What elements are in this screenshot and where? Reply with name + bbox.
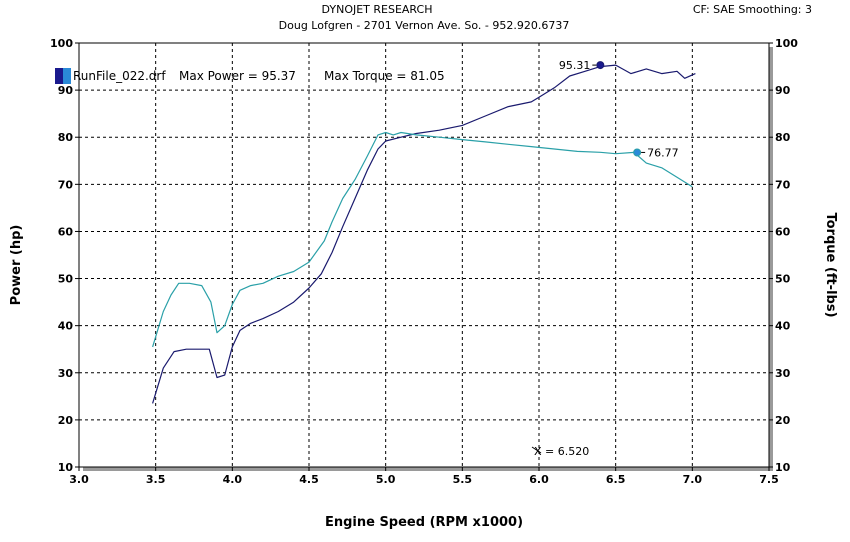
cursor-readout: X = 6.520 <box>534 445 589 458</box>
y-right-tick-label: 100 <box>775 37 798 50</box>
y-left-tick-label: 50 <box>58 273 74 286</box>
y-right-tick-label: 70 <box>775 178 791 191</box>
y-left-tick-label: 20 <box>58 414 74 427</box>
y-axis-left-ticks: 10 20 30 40 50 60 70 80 90 100 <box>50 37 79 474</box>
torque-curve <box>152 131 693 348</box>
x-tick-label: 5.0 <box>376 473 396 486</box>
y-right-tick-label: 50 <box>775 273 791 286</box>
y-left-tick-label: 60 <box>58 225 74 238</box>
x-tick-label: 6.0 <box>529 473 549 486</box>
x-tick-label: 7.0 <box>683 473 703 486</box>
series-layer <box>152 64 696 404</box>
y-axis-left-title: Power (hp) <box>9 225 24 306</box>
annotation-layer: 95.31 76.77 <box>559 59 679 159</box>
legend-max-power: Max Power = 95.37 <box>179 69 296 83</box>
x-tick-label: 4.0 <box>223 473 243 486</box>
x-tick-label: 3.5 <box>146 473 166 486</box>
chart-title: DYNOJET RESEARCH <box>322 3 433 16</box>
x-tick-label: 5.5 <box>453 473 473 486</box>
x-tick-label: 3.0 <box>69 473 89 486</box>
legend-run-file: RunFile_022.drf <box>73 69 166 83</box>
y-right-tick-label: 90 <box>775 84 791 97</box>
power-curve <box>152 64 696 404</box>
y-left-tick-label: 90 <box>58 84 74 97</box>
power-peak-marker <box>596 61 605 70</box>
y-left-tick-label: 100 <box>50 37 73 50</box>
grid <box>79 43 769 467</box>
y-right-tick-label: 40 <box>775 320 791 333</box>
x-tick-label: 7.5 <box>759 473 779 486</box>
legend-max-torque: Max Torque = 81.05 <box>324 69 445 83</box>
x-tick-label: 6.5 <box>606 473 626 486</box>
cursor-leader <box>531 446 542 454</box>
y-right-tick-label: 20 <box>775 414 791 427</box>
power-peak-label: 95.31 <box>559 59 591 72</box>
x-axis-ticks: 3.0 3.5 4.0 4.5 5.0 5.5 6.0 6.5 7.0 7.5 <box>69 467 779 486</box>
y-right-tick-label: 80 <box>775 131 791 144</box>
y-left-tick-label: 40 <box>58 320 74 333</box>
y-right-tick-label: 60 <box>775 225 791 238</box>
chart-subtitle: Doug Lofgren - 2701 Vernon Ave. So. - 95… <box>279 19 570 32</box>
x-axis-title: Engine Speed (RPM x1000) <box>325 515 523 530</box>
plot-area <box>78 42 770 468</box>
y-left-tick-label: 30 <box>58 367 74 380</box>
y-axis-right-title: Torque (ft-lbs) <box>823 212 838 317</box>
settings-label: CF: SAE Smoothing: 3 <box>693 3 812 16</box>
y-left-tick-label: 70 <box>58 178 74 191</box>
y-right-tick-label: 30 <box>775 367 791 380</box>
legend-swatch-power <box>55 68 63 84</box>
x-tick-label: 4.5 <box>299 473 319 486</box>
torque-peak-marker <box>633 148 642 157</box>
y-left-tick-label: 80 <box>58 131 74 144</box>
y-axis-right-ticks: 10 20 30 40 50 60 70 80 90 100 <box>769 37 798 474</box>
legend-swatch-torque <box>63 68 71 84</box>
y-left-tick-label: 10 <box>58 461 74 474</box>
torque-peak-label: 76.77 <box>647 146 679 159</box>
y-right-tick-label: 10 <box>775 461 791 474</box>
